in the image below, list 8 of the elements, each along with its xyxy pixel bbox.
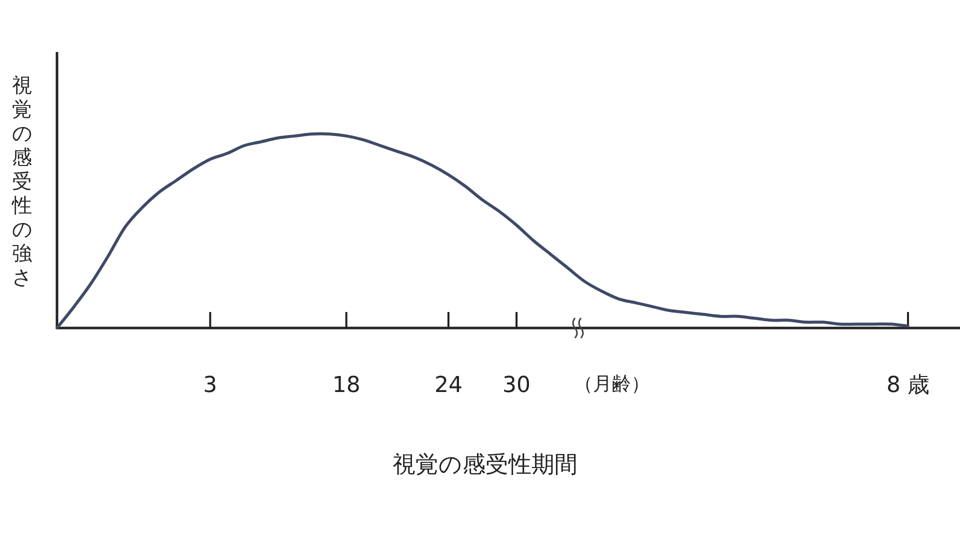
text: （月齢） — [574, 373, 650, 395]
x-axis-title: 視覚の感受性期間 — [392, 452, 578, 478]
x-tick-label: 3 — [203, 373, 218, 398]
x-tick-label: 24 — [434, 373, 462, 398]
text: 視覚の感受性の強さ — [12, 73, 32, 289]
x-tick-label: 8 歳 — [886, 373, 930, 398]
x-tick-label: 30 — [502, 373, 531, 398]
x-tick-label: 18 — [332, 373, 360, 398]
